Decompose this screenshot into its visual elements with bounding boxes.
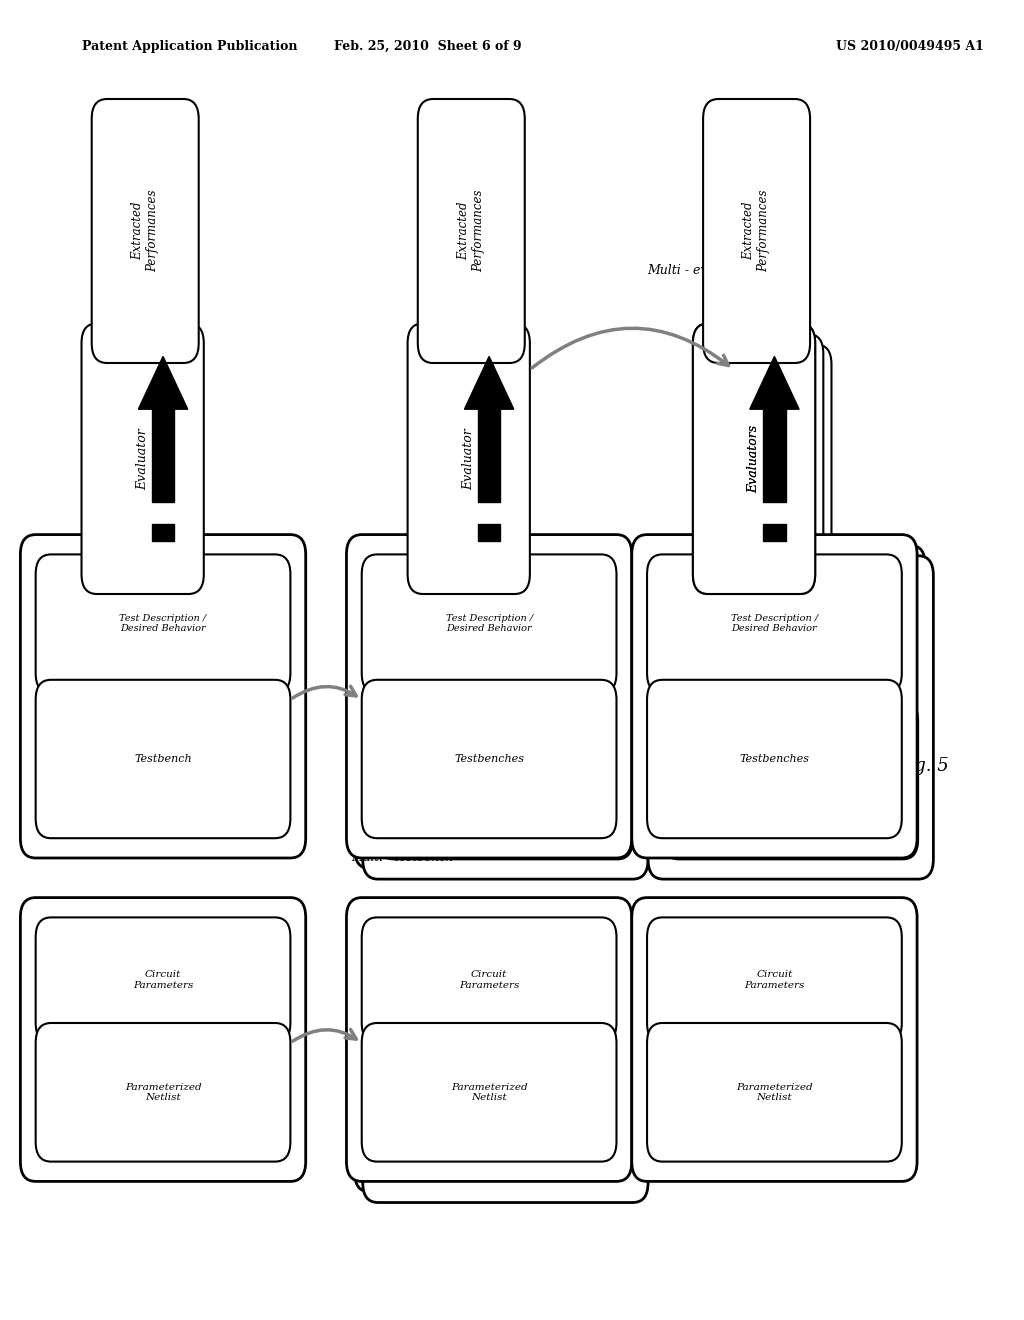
Text: Test Description /
Desired Behavior: Test Description / Desired Behavior xyxy=(445,614,532,634)
Text: Multi - evaluator: Multi - evaluator xyxy=(647,264,753,277)
FancyBboxPatch shape xyxy=(647,917,902,1043)
FancyBboxPatch shape xyxy=(361,917,616,1043)
Text: Extracted
Performances: Extracted Performances xyxy=(131,190,159,272)
FancyBboxPatch shape xyxy=(701,334,823,605)
Text: Testbenches: Testbenches xyxy=(454,754,524,764)
FancyBboxPatch shape xyxy=(418,99,524,363)
FancyBboxPatch shape xyxy=(346,535,632,858)
Polygon shape xyxy=(138,356,187,409)
FancyBboxPatch shape xyxy=(632,535,918,858)
Text: Evaluator: Evaluator xyxy=(462,428,475,490)
FancyBboxPatch shape xyxy=(354,545,640,869)
FancyBboxPatch shape xyxy=(647,680,902,838)
Polygon shape xyxy=(763,524,785,541)
Text: Patent Application Publication: Patent Application Publication xyxy=(82,40,297,53)
FancyBboxPatch shape xyxy=(362,556,648,879)
Text: Feb. 25, 2010  Sheet 6 of 9: Feb. 25, 2010 Sheet 6 of 9 xyxy=(334,40,522,53)
Text: Test Description /
Desired Behavior: Test Description / Desired Behavior xyxy=(731,614,818,634)
Text: Evaluators: Evaluators xyxy=(748,425,761,492)
Polygon shape xyxy=(152,524,174,541)
FancyBboxPatch shape xyxy=(362,919,648,1203)
Text: Circuit
Parameters: Circuit Parameters xyxy=(744,970,805,990)
FancyBboxPatch shape xyxy=(693,323,815,594)
Text: Extracted
Performances: Extracted Performances xyxy=(458,190,485,272)
FancyBboxPatch shape xyxy=(361,554,616,693)
FancyBboxPatch shape xyxy=(664,701,919,859)
FancyArrowPatch shape xyxy=(532,329,728,368)
FancyBboxPatch shape xyxy=(703,99,810,363)
Text: Testbenches: Testbenches xyxy=(739,754,809,764)
Polygon shape xyxy=(763,409,785,502)
FancyBboxPatch shape xyxy=(354,908,640,1192)
Text: Extracted
Performances: Extracted Performances xyxy=(742,190,771,272)
Text: US 2010/0049495 A1: US 2010/0049495 A1 xyxy=(836,40,983,53)
FancyBboxPatch shape xyxy=(361,680,616,838)
FancyBboxPatch shape xyxy=(693,323,815,594)
FancyArrowPatch shape xyxy=(293,686,356,698)
Polygon shape xyxy=(478,409,501,502)
Text: Parameterized
Netlist: Parameterized Netlist xyxy=(125,1082,202,1102)
Text: Circuit
Parameters: Circuit Parameters xyxy=(459,970,519,990)
Text: Circuit
Parameters: Circuit Parameters xyxy=(133,970,194,990)
FancyBboxPatch shape xyxy=(632,898,918,1181)
FancyBboxPatch shape xyxy=(710,345,831,615)
Text: Parameterized
Netlist: Parameterized Netlist xyxy=(736,1082,813,1102)
FancyArrowPatch shape xyxy=(293,1030,356,1041)
FancyBboxPatch shape xyxy=(370,690,625,849)
FancyBboxPatch shape xyxy=(648,556,934,879)
FancyBboxPatch shape xyxy=(361,1023,616,1162)
Text: Fig. 5: Fig. 5 xyxy=(897,756,949,775)
FancyBboxPatch shape xyxy=(36,680,291,838)
FancyBboxPatch shape xyxy=(647,554,902,693)
FancyBboxPatch shape xyxy=(408,323,529,594)
FancyBboxPatch shape xyxy=(20,898,306,1181)
FancyBboxPatch shape xyxy=(346,898,632,1181)
FancyBboxPatch shape xyxy=(92,99,199,363)
FancyBboxPatch shape xyxy=(640,545,926,869)
FancyBboxPatch shape xyxy=(647,1023,902,1162)
FancyBboxPatch shape xyxy=(36,554,291,693)
Polygon shape xyxy=(152,409,174,502)
Text: Evaluators: Evaluators xyxy=(748,425,761,492)
Text: Parameterized
Netlist: Parameterized Netlist xyxy=(451,1082,527,1102)
Polygon shape xyxy=(750,356,799,409)
Text: Evaluator: Evaluator xyxy=(136,428,150,490)
FancyBboxPatch shape xyxy=(82,323,204,594)
FancyBboxPatch shape xyxy=(36,917,291,1043)
Text: Multi - testbench: Multi - testbench xyxy=(351,851,454,865)
Text: Testbench: Testbench xyxy=(134,754,191,764)
FancyBboxPatch shape xyxy=(655,690,910,849)
Polygon shape xyxy=(478,524,501,541)
FancyBboxPatch shape xyxy=(20,535,306,858)
Text: Test Description /
Desired Behavior: Test Description / Desired Behavior xyxy=(120,614,207,634)
FancyBboxPatch shape xyxy=(36,1023,291,1162)
Polygon shape xyxy=(465,356,514,409)
FancyBboxPatch shape xyxy=(378,701,633,859)
